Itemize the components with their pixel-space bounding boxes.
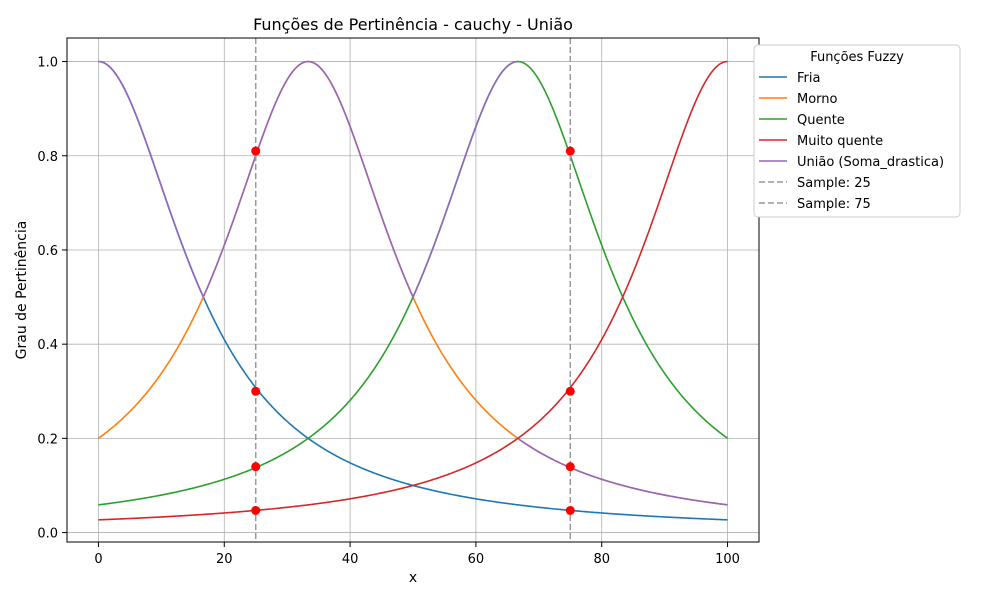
plot-frame: [66, 37, 760, 543]
axis-ticks: 0 20 40 60 80 100 0.0 0.2 0.4 0.6 0.8 1.0: [37, 56, 740, 567]
sample-point-7: [565, 505, 575, 515]
y-tick-label-4: 0.8: [37, 150, 58, 165]
y-tick-label-5: 1.0: [37, 56, 58, 71]
x-tick-label-5: 100: [715, 552, 740, 567]
sample-point-2: [251, 462, 261, 472]
legend: Funções Fuzzy Fria Morno Quente Muito quent…: [753, 44, 961, 218]
grid-lines: [67, 38, 759, 542]
legend-entry-5: Sample: 25: [797, 176, 871, 191]
series-line-muito-quente: [98, 60, 728, 521]
legend-entry-0: Fria: [797, 71, 820, 86]
legend-title: Funções Fuzzy: [810, 50, 904, 65]
sample-lines: [254, 38, 572, 542]
x-tick-label-3: 60: [468, 552, 485, 567]
sample-point-6: [565, 462, 575, 472]
x-tick-label-0: 0: [94, 552, 102, 567]
y-axis-label: Grau de Pertinência: [14, 221, 30, 360]
sample-point-1: [251, 386, 261, 396]
series-line-uniao-tail: [518, 438, 728, 506]
y-tick-label-2: 0.4: [37, 338, 58, 353]
series-line-uniao: [98, 60, 518, 300]
series-line-fria: [98, 60, 728, 521]
legend-entry-1: Morno: [797, 92, 838, 107]
x-tick-label-1: 20: [216, 552, 233, 567]
sample-point-3: [251, 505, 261, 515]
x-axis-label: x: [409, 570, 417, 586]
legend-entry-4: União (Soma_drastica): [797, 155, 944, 170]
sample-point-0: [251, 146, 261, 156]
sample-points: [251, 146, 575, 515]
x-tick-label-2: 40: [342, 552, 359, 567]
sample-point-5: [565, 386, 575, 396]
legend-entry-2: Quente: [797, 113, 845, 128]
legend-entry-6: Sample: 75: [797, 197, 871, 212]
chart-title: Funções de Pertinência - cauchy - União: [253, 15, 573, 34]
series-lines: [97, 60, 729, 521]
legend-box: [753, 44, 961, 218]
sample-point-4: [565, 146, 575, 156]
legend-entry-3: Muito quente: [797, 134, 883, 149]
y-tick-label-0: 0.0: [37, 527, 58, 542]
y-tick-label-3: 0.6: [37, 244, 58, 259]
y-tick-label-1: 0.2: [37, 432, 58, 447]
x-tick-label-4: 80: [593, 552, 610, 567]
